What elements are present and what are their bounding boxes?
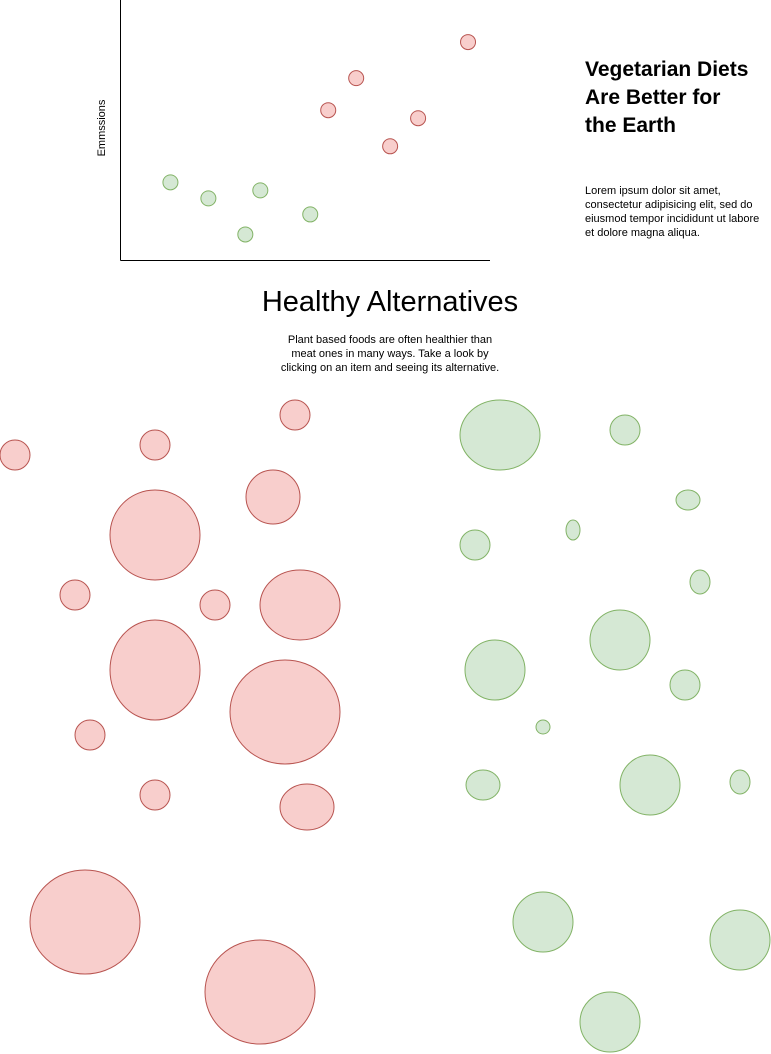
meat-item-bubble[interactable] bbox=[229, 659, 341, 765]
plant-item-bubble[interactable] bbox=[709, 909, 771, 971]
emissions-scatter-chart: Emmssions bbox=[96, 0, 490, 261]
scatter-point bbox=[460, 34, 477, 51]
plant-item-bubble[interactable] bbox=[459, 399, 541, 471]
plant-item-bubble[interactable] bbox=[619, 754, 681, 816]
plant-item-bubble[interactable] bbox=[465, 769, 501, 801]
plant-item-bubble[interactable] bbox=[675, 489, 701, 511]
plant-item-bubble[interactable] bbox=[535, 719, 551, 735]
plant-item-bubble[interactable] bbox=[565, 519, 581, 541]
scatter-point bbox=[237, 226, 254, 243]
scatter-point bbox=[200, 190, 217, 207]
section-description: Plant based foods are often healthier th… bbox=[280, 334, 500, 374]
plant-items-group bbox=[459, 399, 771, 1053]
scatter-point bbox=[302, 206, 319, 223]
plant-item-bubble[interactable] bbox=[669, 669, 701, 701]
meat-item-bubble[interactable] bbox=[245, 469, 301, 525]
plant-item-bubble[interactable] bbox=[589, 609, 651, 671]
meat-item-bubble[interactable] bbox=[204, 939, 316, 1045]
scatter-point bbox=[252, 182, 269, 199]
food-items-area bbox=[0, 399, 771, 1053]
headline: Vegetarian Diets Are Better for the Eart… bbox=[585, 58, 749, 137]
plant-item-bubble[interactable] bbox=[729, 769, 751, 795]
scatter-point bbox=[410, 110, 427, 127]
meat-item-bubble[interactable] bbox=[109, 489, 201, 581]
plant-item-bubble[interactable] bbox=[459, 529, 491, 561]
scatter-point bbox=[382, 138, 399, 155]
plant-item-bubble[interactable] bbox=[689, 569, 711, 595]
plant-item-bubble[interactable] bbox=[512, 891, 574, 953]
plant-item-bubble[interactable] bbox=[609, 414, 641, 446]
meat-item-bubble[interactable] bbox=[279, 783, 335, 831]
meat-item-bubble[interactable] bbox=[259, 569, 341, 641]
meat-item-bubble[interactable] bbox=[0, 439, 31, 471]
scatter-point bbox=[320, 102, 337, 119]
scatter-point bbox=[348, 70, 365, 87]
section-title: Healthy Alternatives bbox=[261, 286, 519, 318]
meat-item-bubble[interactable] bbox=[29, 869, 141, 975]
meat-item-bubble[interactable] bbox=[109, 619, 201, 721]
scatter-point bbox=[162, 174, 179, 191]
meat-item-bubble[interactable] bbox=[139, 779, 171, 811]
meat-item-bubble[interactable] bbox=[139, 429, 171, 461]
body-text: Lorem ipsum dolor sit amet, consectetur … bbox=[585, 185, 760, 239]
plant-item-bubble[interactable] bbox=[464, 639, 526, 701]
y-axis-label: Emmssions bbox=[96, 99, 108, 156]
meat-item-bubble[interactable] bbox=[74, 719, 106, 751]
scatter-points bbox=[162, 34, 477, 243]
meat-item-bubble[interactable] bbox=[59, 579, 91, 611]
meat-item-bubble[interactable] bbox=[199, 589, 231, 621]
meat-item-bubble[interactable] bbox=[279, 399, 311, 431]
plant-item-bubble[interactable] bbox=[579, 991, 641, 1053]
meat-items-group bbox=[0, 399, 341, 1045]
